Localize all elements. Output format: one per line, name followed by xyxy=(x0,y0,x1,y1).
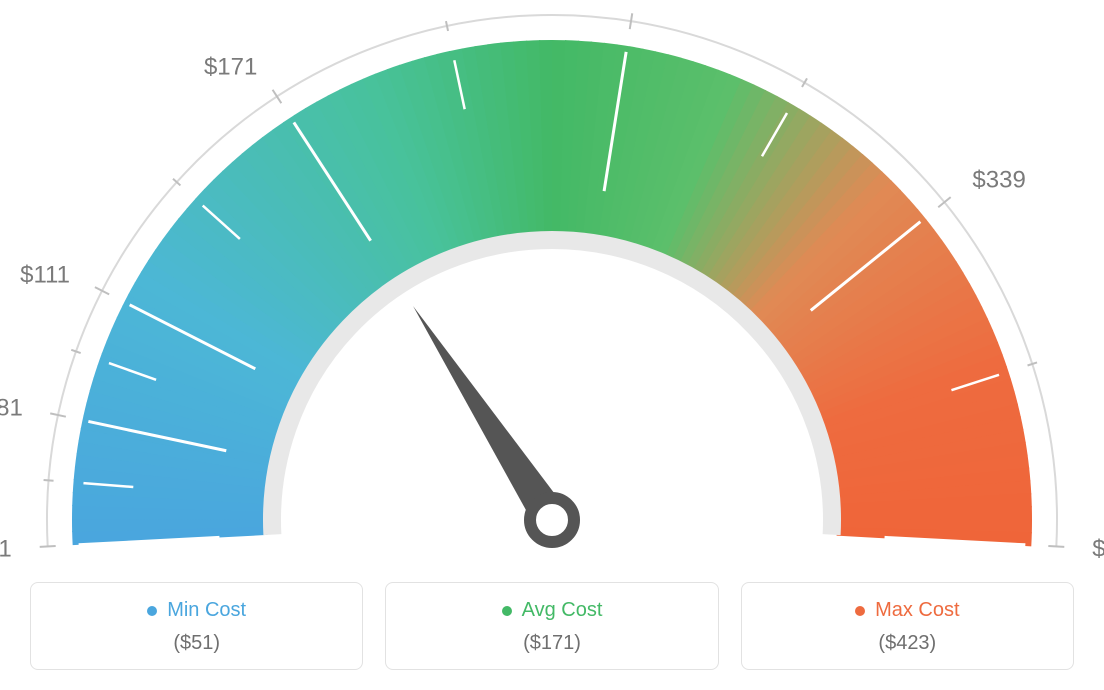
legend-max-value: ($423) xyxy=(752,632,1063,655)
legend-min-title: Min Cost xyxy=(147,599,246,622)
legend-min-dot xyxy=(147,606,157,616)
gauge-hub xyxy=(530,498,574,542)
legend-max-label: Max Cost xyxy=(875,599,959,622)
legend-avg-title: Avg Cost xyxy=(502,599,603,622)
legend-card-avg: Avg Cost ($171) xyxy=(385,582,718,670)
legend-min-label: Min Cost xyxy=(167,599,246,622)
gauge-tick-label: $171 xyxy=(204,53,257,80)
legend-card-min: Min Cost ($51) xyxy=(30,582,363,670)
gauge-tick-label: $423 xyxy=(1092,535,1104,560)
legend-avg-label: Avg Cost xyxy=(522,599,603,622)
gauge-tick-label: $51 xyxy=(0,535,12,560)
legend-avg-value: ($171) xyxy=(396,632,707,655)
gauge-tick-label: $111 xyxy=(20,261,70,288)
legend-card-max: Max Cost ($423) xyxy=(741,582,1074,670)
legend-max-dot xyxy=(855,606,865,616)
legend-avg-dot xyxy=(502,606,512,616)
cost-gauge-chart: $51$81$111$171$255$339$423 xyxy=(0,0,1104,560)
legend-row: Min Cost ($51) Avg Cost ($171) Max Cost … xyxy=(30,582,1074,670)
gauge-tick-label: $81 xyxy=(0,395,23,422)
gauge-tick-label: $339 xyxy=(972,167,1025,194)
legend-max-title: Max Cost xyxy=(855,599,959,622)
legend-min-value: ($51) xyxy=(41,632,352,655)
